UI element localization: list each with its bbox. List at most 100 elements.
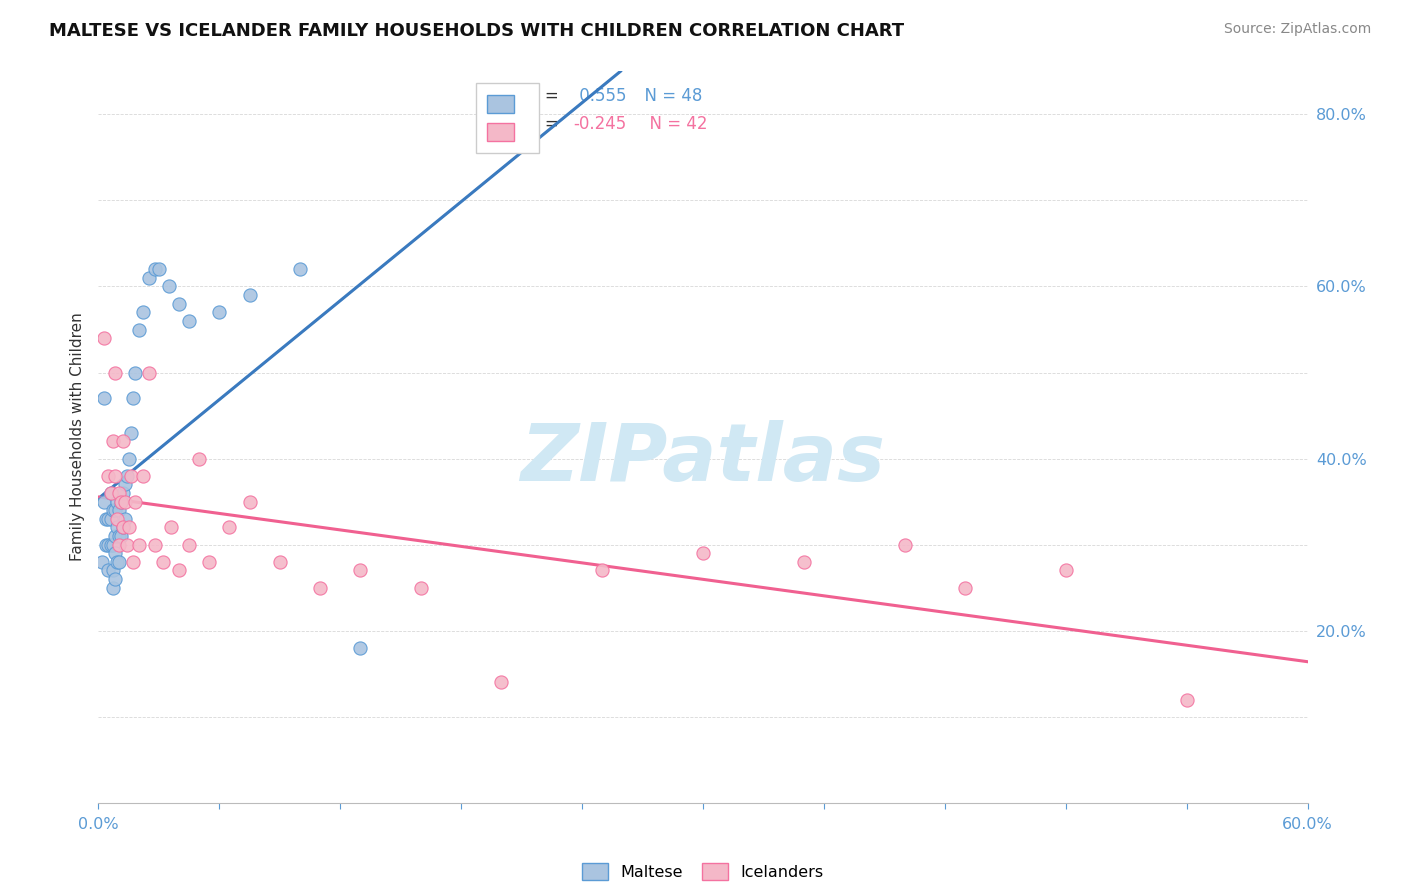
Point: [101, 564, 124, 578]
Point: [157, 279, 180, 293]
Point: [409, 581, 432, 595]
Point: [111, 486, 134, 500]
Point: [124, 366, 146, 380]
Point: [114, 494, 136, 508]
Point: [120, 425, 142, 440]
Text: N = 48: N = 48: [634, 87, 703, 105]
Point: [103, 529, 125, 543]
Point: [107, 486, 129, 500]
Point: [239, 288, 262, 302]
Point: [132, 468, 155, 483]
Legend: Maltese, Icelanders: Maltese, Icelanders: [574, 855, 832, 888]
Point: [118, 451, 141, 466]
Y-axis label: Family Households with Children: Family Households with Children: [69, 313, 84, 561]
Point: [114, 512, 136, 526]
Point: [138, 271, 160, 285]
Point: [120, 468, 142, 483]
Point: [93, 392, 115, 406]
Point: [953, 581, 976, 595]
Point: [101, 434, 124, 449]
Point: [143, 262, 166, 277]
Point: [208, 305, 231, 319]
Point: [349, 640, 371, 655]
Point: [105, 512, 128, 526]
Point: [167, 296, 190, 310]
Point: [111, 434, 134, 449]
Point: [115, 538, 138, 552]
Point: [107, 503, 129, 517]
Point: [179, 538, 201, 552]
Point: [269, 555, 291, 569]
Point: [1175, 692, 1198, 706]
Text: Source: ZipAtlas.com: Source: ZipAtlas.com: [1223, 22, 1371, 37]
Point: [121, 555, 143, 569]
Point: [152, 555, 174, 569]
Point: [103, 468, 125, 483]
Point: [188, 451, 211, 466]
Point: [103, 503, 125, 517]
Point: [105, 494, 128, 508]
Text: -0.245: -0.245: [574, 115, 627, 133]
Point: [100, 512, 122, 526]
Point: [110, 494, 132, 508]
Point: [239, 494, 262, 508]
Point: [111, 520, 134, 534]
Point: [692, 546, 714, 560]
Point: [110, 529, 132, 543]
Point: [167, 564, 190, 578]
Point: [491, 675, 513, 690]
Point: [288, 262, 311, 277]
Point: [101, 581, 124, 595]
Point: [93, 331, 115, 345]
Text: R =: R =: [527, 115, 564, 133]
Point: [160, 520, 183, 534]
Point: [96, 538, 118, 552]
Point: [93, 494, 115, 508]
Point: [115, 468, 138, 483]
Point: [591, 564, 613, 578]
Point: [114, 477, 136, 491]
Point: [309, 581, 332, 595]
Point: [103, 366, 125, 380]
Point: [138, 366, 160, 380]
Point: [100, 486, 122, 500]
Point: [1054, 564, 1077, 578]
Point: [893, 538, 915, 552]
Point: [103, 572, 125, 586]
Point: [97, 564, 120, 578]
Point: [97, 512, 120, 526]
Text: R =: R =: [527, 87, 564, 105]
Point: [143, 538, 166, 552]
Point: [349, 564, 371, 578]
Point: [101, 503, 124, 517]
Point: [218, 520, 240, 534]
Point: [101, 538, 124, 552]
Point: [128, 322, 150, 336]
Point: [148, 262, 170, 277]
Point: [105, 555, 128, 569]
Point: [105, 520, 128, 534]
Text: 0.555: 0.555: [574, 87, 626, 105]
Point: [124, 494, 146, 508]
Point: [100, 486, 122, 500]
Point: [100, 538, 122, 552]
Point: [107, 538, 129, 552]
Point: [198, 555, 221, 569]
Point: [91, 555, 114, 569]
Text: N = 42: N = 42: [638, 115, 707, 133]
Point: [97, 468, 120, 483]
Point: [107, 555, 129, 569]
Point: [132, 305, 155, 319]
Point: [121, 392, 143, 406]
Text: MALTESE VS ICELANDER FAMILY HOUSEHOLDS WITH CHILDREN CORRELATION CHART: MALTESE VS ICELANDER FAMILY HOUSEHOLDS W…: [49, 22, 904, 40]
Point: [96, 512, 118, 526]
Point: [118, 520, 141, 534]
Point: [793, 555, 815, 569]
Point: [97, 538, 120, 552]
Point: [128, 538, 150, 552]
Point: [107, 529, 129, 543]
Point: [179, 314, 201, 328]
Point: [111, 520, 134, 534]
Text: ZIPatlas: ZIPatlas: [520, 420, 886, 498]
Point: [110, 494, 132, 508]
